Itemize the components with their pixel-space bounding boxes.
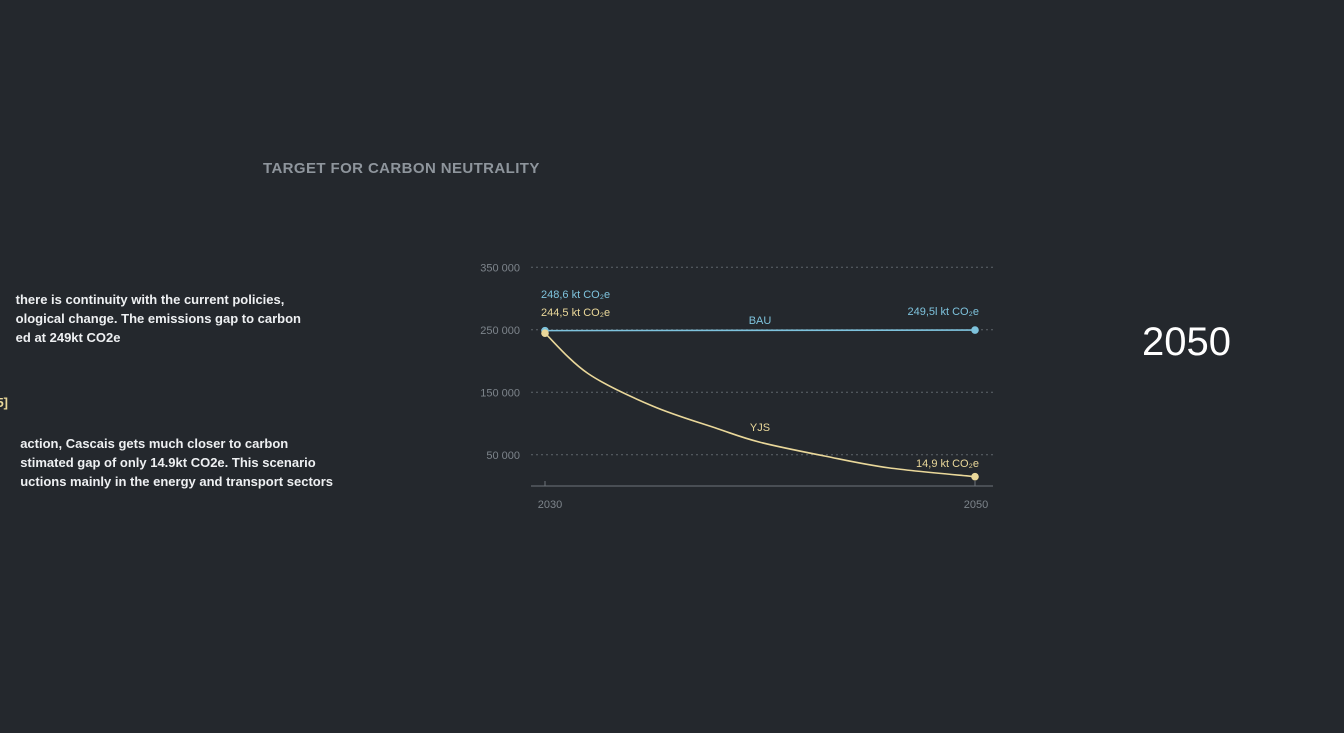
bau-description: there is continuity with the current pol… [16,290,301,347]
bau-series-line [544,329,976,332]
yjs-heading: 5] [0,395,8,410]
yjs-end-label: 14,9 kt CO₂e [916,458,979,470]
y-tick-label: 150 000 [480,387,520,399]
bau-start-label: 248,6 kt CO₂e [541,289,610,301]
bau-end-point [971,326,979,334]
y-tick-label: 250 000 [480,325,520,337]
bau-description-line: there is continuity with the current pol… [15,292,285,307]
bau-series-name: BAU [749,315,772,327]
y-tick-label: 50 000 [486,450,520,462]
section-title: TARGET FOR CARBON NEUTRALITY [263,160,540,177]
yjs-start-label: 244,5 kt CO₂e [541,307,610,319]
x-tick-label: 2030 [538,499,562,511]
yjs-series-line [544,332,976,478]
yjs-description-line: stimated gap of only 14.9kt CO2e. This s… [20,455,316,470]
year-label: 2050 [1142,320,1231,364]
y-tick-label: 350 000 [480,262,520,274]
yjs-start-point [541,329,549,337]
yjs-end-point [971,472,979,481]
text-column: there is continuity with the current pol… [0,0,360,733]
yjs-description-line: action, Cascais gets much closer to carb… [20,436,289,451]
bau-description-line: ed at 249kt CO2e [15,330,121,345]
yjs-description-line: uctions mainly in the energy and transpo… [20,474,333,489]
yjs-description: action, Cascais gets much closer to carb… [20,434,333,491]
yjs-series-name: YJS [750,422,770,434]
bau-description-line: ological change. The emissions gap to ca… [15,311,301,326]
bau-end-label: 249,5l kt CO₂e [907,306,979,318]
x-tick-label: 2050 [964,499,988,511]
